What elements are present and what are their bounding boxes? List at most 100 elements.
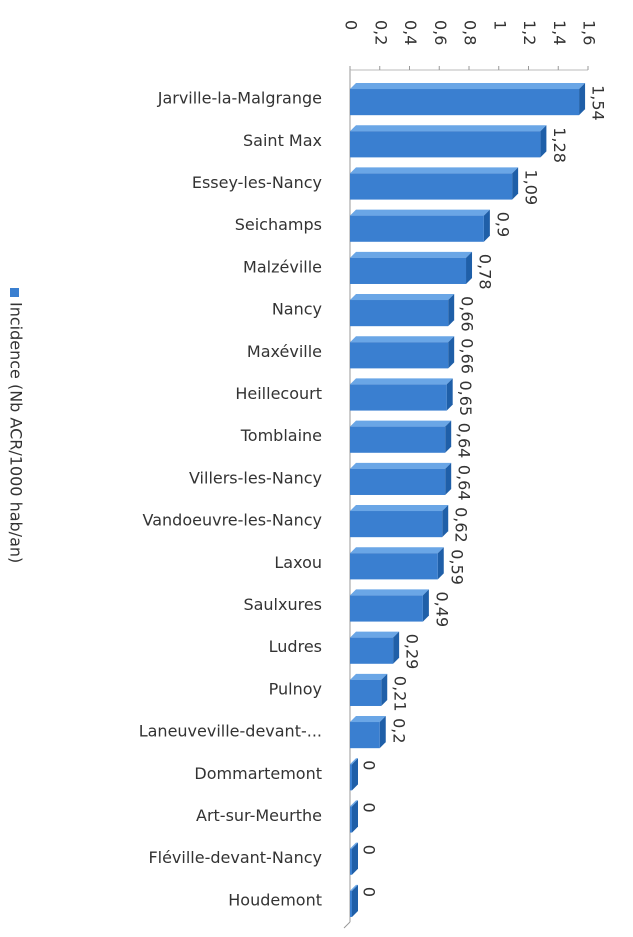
bar-top [350,125,547,132]
bar-top [350,884,358,891]
bar-side [437,547,444,580]
bar-top [350,716,386,723]
bar-top [350,505,449,512]
bar-top [350,378,453,385]
y-tick-label: Saint Max [243,131,322,150]
bar-top [350,83,586,90]
bar [350,342,449,369]
bar-side [352,758,358,791]
bar-top [350,673,388,680]
bar-side [445,420,452,453]
data-label: 0 [360,760,379,770]
bar-side [579,83,586,116]
y-tick-label: Saulxures [243,595,322,614]
bar-side [540,125,547,158]
bar [350,89,580,116]
bar-side [393,631,400,664]
data-label: 0,2 [389,718,408,743]
bar [350,426,446,453]
bar-side [446,378,453,411]
bar-top [350,209,490,216]
bar [350,215,484,242]
data-label: 0 [360,845,379,855]
data-label: 0,66 [458,296,477,332]
bar-side [442,505,449,538]
x-tick-label: 1,4 [550,20,569,45]
x-tick-label: 0,8 [461,20,480,45]
data-label: 0,78 [476,254,495,290]
data-label: 0,21 [391,676,410,712]
bar-side [422,589,429,622]
data-label: 0 [360,887,379,897]
y-tick-label: Houdemont [228,890,322,909]
legend-label: Incidence (Nb ACR/1000 hab/an) [7,302,26,563]
y-tick-label: Essey-les-Nancy [192,173,322,192]
bar-top [350,631,400,638]
data-label: 0,49 [432,592,451,628]
y-tick-label: Fléville-devant-Nancy [148,848,322,867]
data-label: 0 [360,803,379,813]
bar-side [466,251,473,284]
bar [350,511,443,538]
y-tick-label: Jarville-la-Malgrange [157,89,322,108]
data-label: 1,09 [522,170,541,206]
bar [350,468,446,495]
x-tick-label: 1,2 [520,20,539,45]
bar [350,890,352,917]
bar-top [350,800,358,807]
bar [350,300,449,327]
bar-top [350,294,455,301]
bar-side [448,294,455,327]
bar-side [352,842,358,875]
y-tick-label: Pulnoy [269,679,322,698]
bar-top [350,589,429,596]
x-tick-label: 0,4 [401,20,420,45]
y-tick-label: Maxéville [247,342,322,361]
data-label: 1,28 [550,127,569,163]
x-tick-label: 0,6 [431,20,450,45]
y-tick-label: Ludres [269,637,322,656]
bar-side [448,336,455,369]
data-label: 0,64 [455,423,474,459]
data-label: 1,54 [589,85,608,121]
bar [350,595,423,622]
bar-top [350,758,358,765]
y-tick-label: Laxou [274,553,322,572]
bar-side [483,209,490,242]
data-label: 0,64 [455,465,474,501]
bar-top [350,167,519,174]
y-tick-label: Heillecourt [235,384,322,403]
bar-top [350,462,452,469]
y-tick-label: Laneuveville-devant-... [139,722,322,741]
x-tick-label: 0 [342,20,361,30]
bar [350,553,438,580]
bar-side [381,673,388,706]
x-tick-label: 0,2 [371,20,390,45]
bar [350,806,352,833]
y-tick-label: Villers-les-Nancy [189,468,322,487]
y-tick-label: Malzéville [243,257,322,276]
y-tick-label: Nancy [272,300,322,319]
data-label: 0,9 [493,212,512,237]
legend-swatch [10,288,19,297]
bar-side [445,462,452,495]
bar-side [352,800,358,833]
bar-side [379,716,386,749]
y-tick-label: Vandoeuvre-les-Nancy [143,511,322,530]
bar [350,131,541,158]
y-tick-label: Seichamps [235,215,322,234]
bar-top [350,842,358,849]
bar-side [352,884,358,917]
bar-side [512,167,519,200]
data-label: 0,66 [458,338,477,374]
y-tick-label: Art-sur-Meurthe [196,806,322,825]
bar [350,848,352,875]
data-label: 0,59 [447,549,466,585]
bar-top [350,420,452,427]
bar-top [350,251,473,258]
y-tick-label: Tomblaine [240,426,322,445]
bar [350,257,467,284]
y-tick-label: Dommartemont [194,764,322,783]
bar [350,764,352,791]
